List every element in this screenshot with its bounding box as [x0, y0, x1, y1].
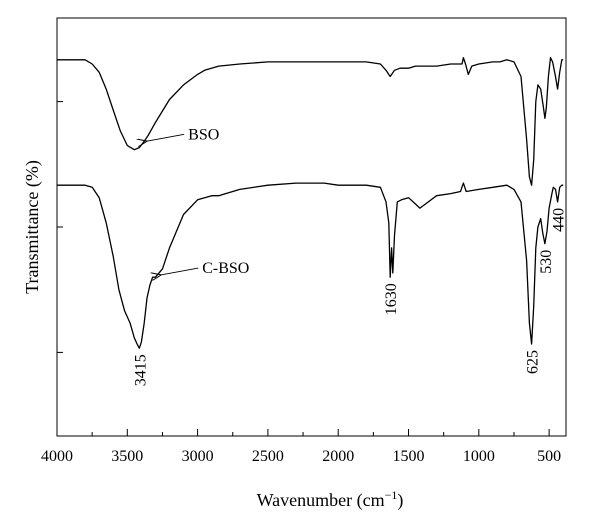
x-tick-label-4000: 4000 [41, 448, 73, 465]
annotation-label-bso: BSO [188, 126, 219, 143]
x-axis-label-superscript: −1 [385, 488, 398, 502]
x-tick-label-2000: 2000 [322, 448, 354, 465]
x-tick-label-1000: 1000 [463, 448, 495, 465]
peak-label-1630: 1630 [383, 283, 400, 315]
peak-label-440: 440 [551, 208, 568, 232]
peak-label-3415: 3415 [132, 354, 149, 386]
x-axis-label: Wavenumber (cm−1) [257, 488, 404, 511]
x-tick-label-3000: 3000 [182, 448, 214, 465]
annotation-layer: BSO C-BSO 3415 1630 625 530 440 [132, 126, 567, 386]
x-axis-label-main: Wavenumber (cm [257, 490, 385, 511]
y-axis-label: Transmittance (%) [22, 160, 43, 294]
peak-label-530: 530 [538, 250, 555, 274]
x-tick-label-500: 500 [537, 448, 561, 465]
series-line-bso [57, 57, 564, 186]
x-tick-label-3500: 3500 [111, 448, 143, 465]
series-layer [57, 57, 564, 349]
y-axis-ticks [57, 101, 63, 353]
peak-label-625: 625 [525, 350, 542, 374]
x-tick-label-1500: 1500 [393, 448, 425, 465]
x-axis-ticks: 4000 3500 3000 2500 2000 1500 1000 500 [41, 429, 561, 465]
annotation-arrow-c-bso [160, 267, 199, 275]
annotation-label-c-bso: C-BSO [202, 260, 249, 277]
annotation-arrow-bso [146, 133, 185, 141]
series-line-c-bso [57, 182, 564, 349]
x-tick-label-2500: 2500 [252, 448, 284, 465]
x-axis-label-end: ) [397, 490, 403, 511]
